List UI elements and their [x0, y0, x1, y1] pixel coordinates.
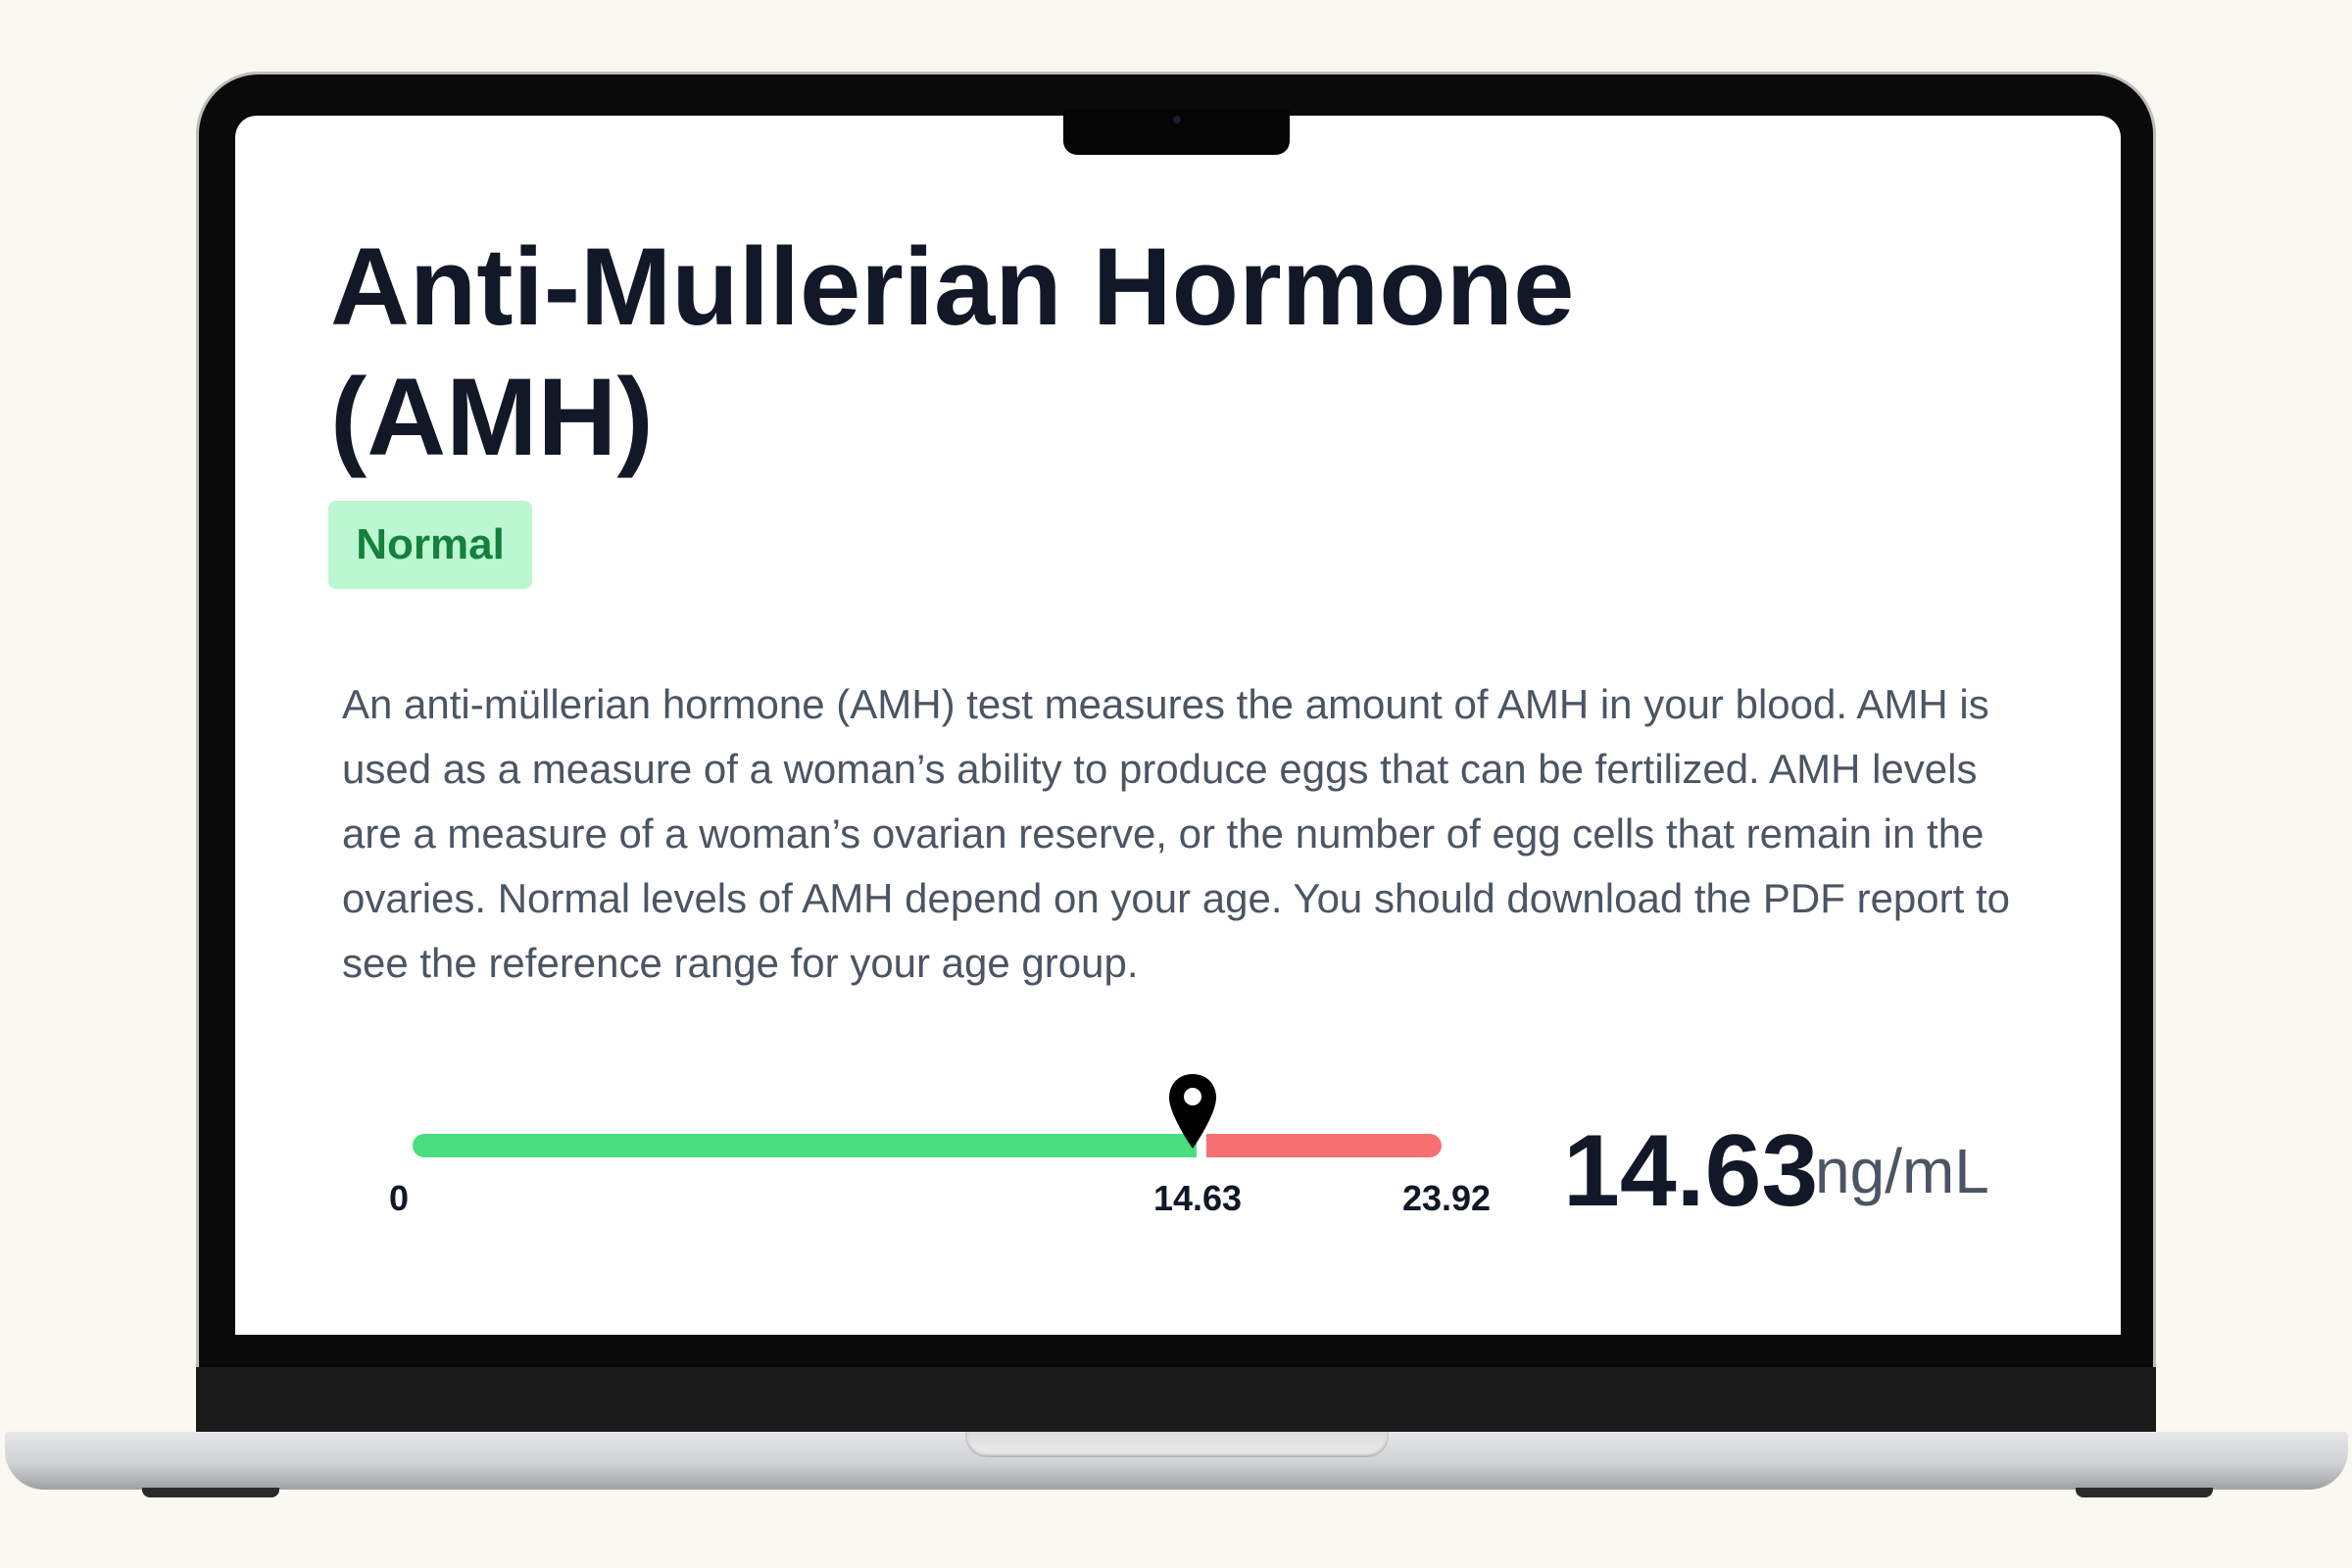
laptop-foot-right: [2076, 1488, 2213, 1497]
high-range-segment: [1206, 1134, 1442, 1157]
camera-icon: [1173, 116, 1181, 123]
laptop-screen: Anti-Mullerian Hormone (AMH) Normal An a…: [235, 116, 2121, 1335]
test-description: An anti-müllerian hormone (AMH) test mea…: [342, 681, 2011, 986]
map-pin-icon: [1169, 1074, 1216, 1149]
marker-value-label: 14.63: [1152, 1178, 1243, 1218]
laptop-bezel-bottom: [196, 1367, 2156, 1436]
status-badge: Normal: [328, 501, 532, 589]
range-min-label: 0: [388, 1178, 410, 1218]
page-title: Anti-Mullerian Hormone (AMH): [330, 225, 1575, 478]
lid-opening-groove: [965, 1432, 1389, 1457]
range-max-label: 23.92: [1401, 1178, 1492, 1218]
result-value: 14.63: [1563, 1114, 1819, 1228]
laptop-foot-left: [142, 1488, 279, 1497]
normal-range-segment: [413, 1134, 1197, 1157]
result-unit: ng/mL: [1815, 1136, 1989, 1206]
